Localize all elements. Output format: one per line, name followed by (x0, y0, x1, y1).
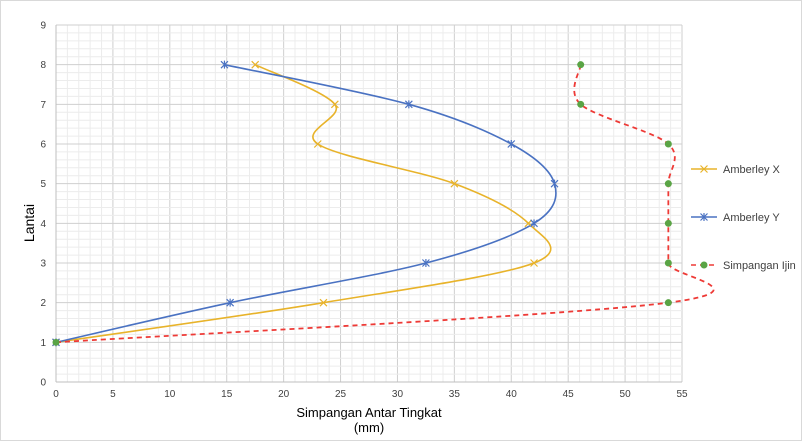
x-tick-label: 55 (676, 389, 688, 400)
data-point-simpangan-ijin (577, 61, 585, 69)
x-tick-label: 20 (278, 389, 290, 400)
data-point-amberley-y (220, 60, 229, 69)
legend-marker-amberley-x (700, 165, 708, 173)
y-tick-label: 0 (40, 378, 46, 389)
x-tick-label: 15 (221, 389, 233, 400)
legend-label-amberley-y: Amberley Y (723, 212, 780, 224)
axes (55, 25, 682, 383)
y-tick-label: 2 (40, 298, 46, 309)
y-tick-label: 6 (40, 140, 46, 151)
data-point-amberley-y (550, 179, 559, 188)
x-tick-label: 5 (110, 389, 116, 400)
legend-label-simpangan-ijin: Simpangan Ijin (723, 260, 796, 272)
x-tick-label: 30 (392, 389, 404, 400)
y-tick-label: 8 (40, 60, 46, 71)
data-point-amberley-x (524, 219, 533, 228)
y-tick-label: 9 (40, 21, 46, 32)
data-point-amberley-y (530, 219, 538, 228)
x-axis-label: Simpangan Antar Tingkat (296, 405, 442, 420)
data-point-amberley-x (251, 60, 260, 69)
data-point-amberley-y (226, 298, 235, 307)
y-tick-label: 7 (40, 100, 46, 111)
data-point-simpangan-ijin (664, 259, 672, 267)
data-point-amberley-x (530, 259, 538, 267)
data-point-amberley-y (421, 259, 430, 267)
x-tick-label: 0 (53, 389, 59, 400)
data-point-amberley-x (450, 179, 459, 188)
x-tick-label: 50 (620, 389, 632, 400)
data-point-simpangan-ijin (664, 219, 672, 227)
markers-layer (52, 60, 672, 347)
legend-label-amberley-x: Amberley X (723, 164, 781, 176)
y-tick-label: 1 (40, 338, 46, 349)
x-tick-label: 35 (449, 389, 461, 400)
y-tick-label: 5 (40, 179, 46, 190)
grid (55, 24, 683, 383)
x-tick-label: 25 (335, 389, 347, 400)
data-point-simpangan-ijin (52, 338, 60, 346)
data-point-amberley-y (404, 100, 413, 109)
x-tick-label: 10 (164, 389, 176, 400)
x-tick-label: 40 (506, 389, 518, 400)
series-line-amberley-x (55, 63, 552, 344)
x-axis-unit: (mm) (354, 420, 384, 435)
series-line-simpangan-ijin (55, 64, 715, 344)
legend-marker-simpangan-ijin (700, 261, 708, 269)
legend: Amberley X Amberley Y Simpangan Ijin (691, 164, 796, 272)
data-point-amberley-y (507, 140, 516, 148)
y-tick-label: 3 (40, 259, 46, 270)
data-point-simpangan-ijin (664, 299, 672, 307)
data-point-amberley-x (319, 298, 328, 307)
y-tick-label: 4 (40, 219, 46, 230)
data-point-amberley-x (313, 140, 322, 148)
data-point-amberley-x (330, 100, 339, 109)
x-tick-label: 45 (563, 389, 575, 400)
data-point-simpangan-ijin (577, 100, 585, 108)
data-point-simpangan-ijin (664, 140, 672, 148)
y-axis-label: Lantai (21, 204, 37, 242)
data-point-simpangan-ijin (664, 180, 672, 188)
series-layer (55, 63, 715, 344)
legend-marker-amberley-y (700, 213, 708, 221)
